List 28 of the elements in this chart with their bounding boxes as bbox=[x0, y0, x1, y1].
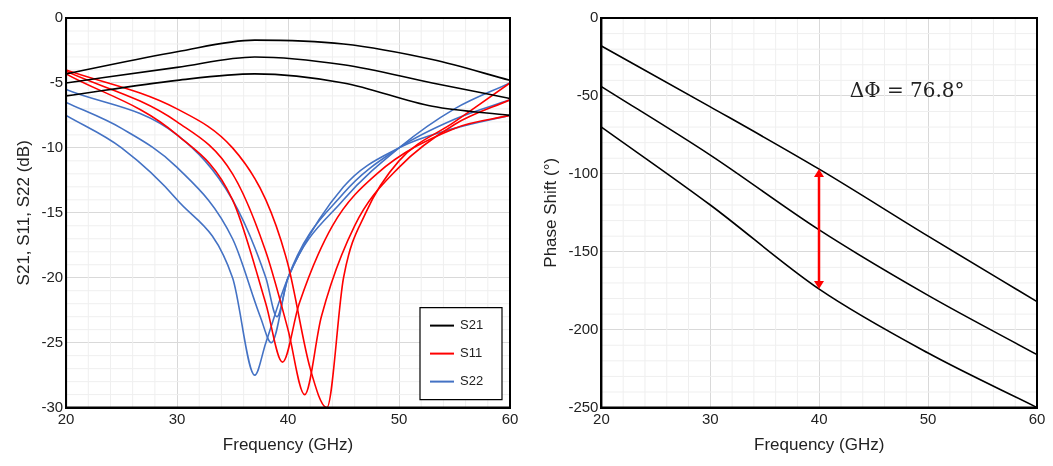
legend-label: S21 bbox=[460, 317, 484, 333]
legend-label: S11 bbox=[460, 345, 483, 361]
y-tick-label: -150 bbox=[568, 241, 599, 259]
x-tick-label: 30 bbox=[701, 409, 719, 427]
y-tick-label: -20 bbox=[41, 267, 64, 285]
x-axis-title: Frequency (GHz) bbox=[754, 435, 885, 455]
x-tick-label: 40 bbox=[279, 409, 297, 427]
legend-label: S22 bbox=[460, 373, 484, 389]
x-tick-label: 30 bbox=[168, 409, 186, 427]
y-tick-label: -15 bbox=[41, 202, 64, 220]
x-tick-label: 40 bbox=[810, 409, 828, 427]
y-tick-label: -100 bbox=[568, 163, 599, 181]
y-tick-label: 0 bbox=[54, 8, 64, 26]
y-tick-label: -10 bbox=[41, 138, 64, 156]
annotation: ΔΦ = 76.8° bbox=[849, 78, 965, 103]
y-tick-label: -50 bbox=[576, 86, 599, 104]
y-tick-label: -25 bbox=[41, 332, 64, 350]
y-tick-label: -200 bbox=[568, 319, 599, 337]
x-tick-label: 50 bbox=[919, 409, 937, 427]
x-tick-label: 50 bbox=[390, 409, 408, 427]
x-axis-title: Frequency (GHz) bbox=[222, 435, 354, 455]
y-tick-label: -5 bbox=[49, 73, 64, 91]
y-tick-label: -250 bbox=[568, 397, 599, 415]
x-tick-label: 60 bbox=[501, 409, 519, 427]
y-axis-title: S21, S11, S22 (dB) bbox=[13, 140, 33, 286]
x-tick-label: 60 bbox=[1028, 409, 1046, 427]
y-tick-label: 0 bbox=[590, 8, 599, 26]
y-axis-title: Phase Shift (°) bbox=[540, 157, 560, 268]
